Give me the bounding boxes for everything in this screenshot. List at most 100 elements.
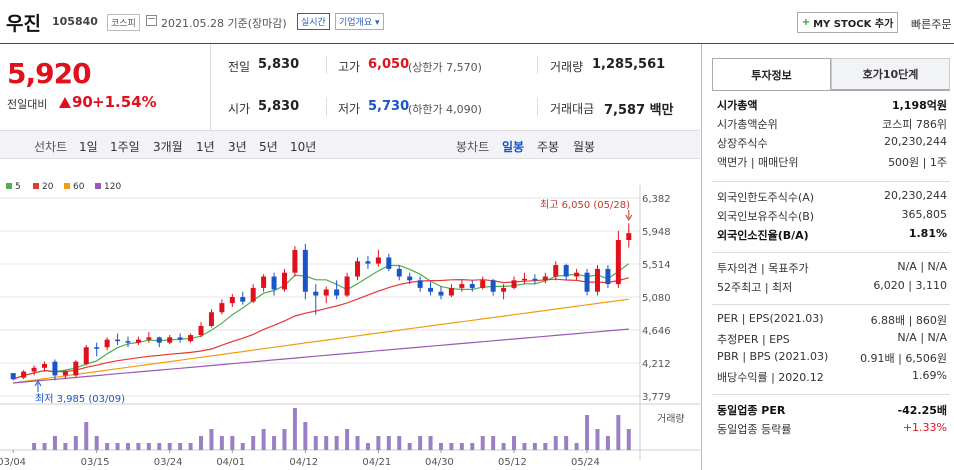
candle-body [615, 239, 621, 285]
open-label: 시가 [228, 102, 251, 116]
volume-bar [240, 443, 245, 450]
candle-body [240, 297, 246, 302]
info-value: 6,020 | 3,110 [873, 279, 947, 292]
volume-bar [376, 436, 381, 450]
volume-bar [125, 443, 130, 450]
quick-order-link[interactable]: 빠른주문 [911, 18, 952, 31]
price-divider [210, 44, 211, 130]
candle-body [167, 337, 173, 343]
info-label[interactable]: 외국인보유주식수(B) [717, 210, 815, 223]
info-label[interactable]: 동일업종 등락률 [717, 423, 792, 436]
candle-body [281, 272, 287, 290]
info-label[interactable]: 배당수익률 | 2020.12 [717, 371, 824, 384]
info-row: PER | EPS(2021.03) 6.88배 | 860원 [717, 312, 947, 330]
period-5y[interactable]: 5년 [259, 140, 278, 154]
info-label[interactable]: 외국인소진율(B/A) [717, 229, 809, 242]
volume-bar [480, 436, 485, 450]
candle-body [563, 265, 569, 277]
info-label[interactable]: PER | EPS(2021.03) [717, 312, 824, 325]
info-row: 외국인보유주식수(B) 365,805 [717, 208, 947, 226]
volume-bar [522, 443, 527, 450]
candle-body [104, 339, 110, 348]
candle-body [428, 287, 434, 292]
candle-body [417, 280, 423, 288]
cell-divider [326, 98, 327, 116]
candle-body [146, 337, 152, 340]
line-chart-label: 선차트 [34, 140, 68, 154]
candle-body [62, 371, 68, 376]
company-info-dropdown[interactable]: 기업개요 ▾ [335, 13, 384, 30]
candle-body [73, 361, 79, 376]
info-value: +1.33% [902, 421, 947, 434]
candle-body [605, 268, 611, 285]
info-row: 동일업종 PER -42.25배 [717, 402, 947, 420]
info-label[interactable]: 추정PER | EPS [717, 333, 790, 346]
candle-body [386, 257, 392, 269]
volume-bar [438, 443, 443, 450]
period-daily[interactable]: 일봉 [502, 140, 525, 154]
tab-invest-info[interactable]: 투자정보 [712, 58, 831, 90]
volume-bar [512, 436, 517, 450]
candle-body [156, 337, 162, 343]
candle-body [365, 261, 371, 264]
candle-body [355, 261, 361, 277]
candle-body [438, 291, 444, 296]
add-mystock-label: MY STOCK 추가 [813, 19, 894, 30]
info-row: 추정PER | EPS N/A | N/A [717, 331, 947, 349]
period-monthly[interactable]: 월봉 [573, 140, 596, 154]
period-3m[interactable]: 3개월 [153, 140, 183, 154]
candle-body [396, 268, 402, 277]
candle-body [302, 249, 308, 292]
info-value: 20,230,244 [884, 135, 947, 148]
period-1w[interactable]: 1주일 [110, 140, 140, 154]
info-label[interactable]: 외국인한도주식수(A) [717, 191, 815, 204]
volume-axis-label: 거래량 [657, 413, 685, 425]
candle-body [542, 276, 548, 281]
volume-bar [303, 422, 308, 450]
volume-bar [626, 429, 631, 450]
info-row: 배당수익률 | 2020.12 1.69% [717, 369, 947, 387]
info-label[interactable]: 시가총액순위 [717, 118, 778, 131]
candle-body [469, 284, 475, 288]
candle-body [261, 276, 267, 288]
info-label[interactable]: 액면가 | 매매단위 [717, 156, 799, 169]
volume-bar [105, 443, 110, 450]
volume-bar [407, 443, 412, 450]
x-tick-label: 05/12 [498, 457, 527, 468]
volume-bar [261, 429, 266, 450]
period-1d[interactable]: 1일 [79, 140, 98, 154]
info-label[interactable]: 투자의견 | 목표주가 [717, 262, 809, 275]
period-3y[interactable]: 3년 [228, 140, 247, 154]
volume-bar [167, 443, 172, 450]
info-label[interactable]: 상장주식수 [717, 137, 768, 150]
candle-body [334, 289, 340, 296]
add-mystock-button[interactable]: + MY STOCK 추가 [797, 12, 898, 33]
volume-bar [397, 436, 402, 450]
info-value: 1.81% [908, 227, 947, 240]
info-label[interactable]: PBR | BPS (2021.03) [717, 350, 829, 363]
info-value: 코스피 786위 [882, 118, 947, 131]
x-tick-label: 05/24 [571, 457, 600, 468]
info-separator [712, 394, 950, 395]
volume-bar [595, 429, 600, 450]
period-1y[interactable]: 1년 [196, 140, 215, 154]
tab-orderbook[interactable]: 호가10단계 [831, 58, 950, 90]
candle-body [501, 287, 507, 292]
volume-bar [292, 408, 297, 450]
candle-body [135, 339, 141, 343]
volume-bar [178, 443, 183, 450]
volume-bar [94, 436, 99, 450]
period-10y[interactable]: 10년 [290, 140, 317, 154]
candle-body [292, 249, 298, 273]
candle-body [553, 265, 559, 277]
candle-body [407, 276, 413, 281]
period-weekly[interactable]: 주봉 [537, 140, 560, 154]
candle-body [94, 347, 100, 349]
realtime-button[interactable]: 실시간 [297, 13, 330, 30]
info-row: 액면가 | 매매단위 500원 | 1주 [717, 154, 947, 172]
info-label[interactable]: 52주최고 | 최저 [717, 281, 793, 294]
info-label[interactable]: 시가총액 [717, 99, 758, 112]
info-label[interactable]: 동일업종 PER [717, 404, 786, 417]
info-row: 외국인소진율(B/A) 1.81% [717, 227, 947, 245]
candle-body [125, 341, 131, 343]
